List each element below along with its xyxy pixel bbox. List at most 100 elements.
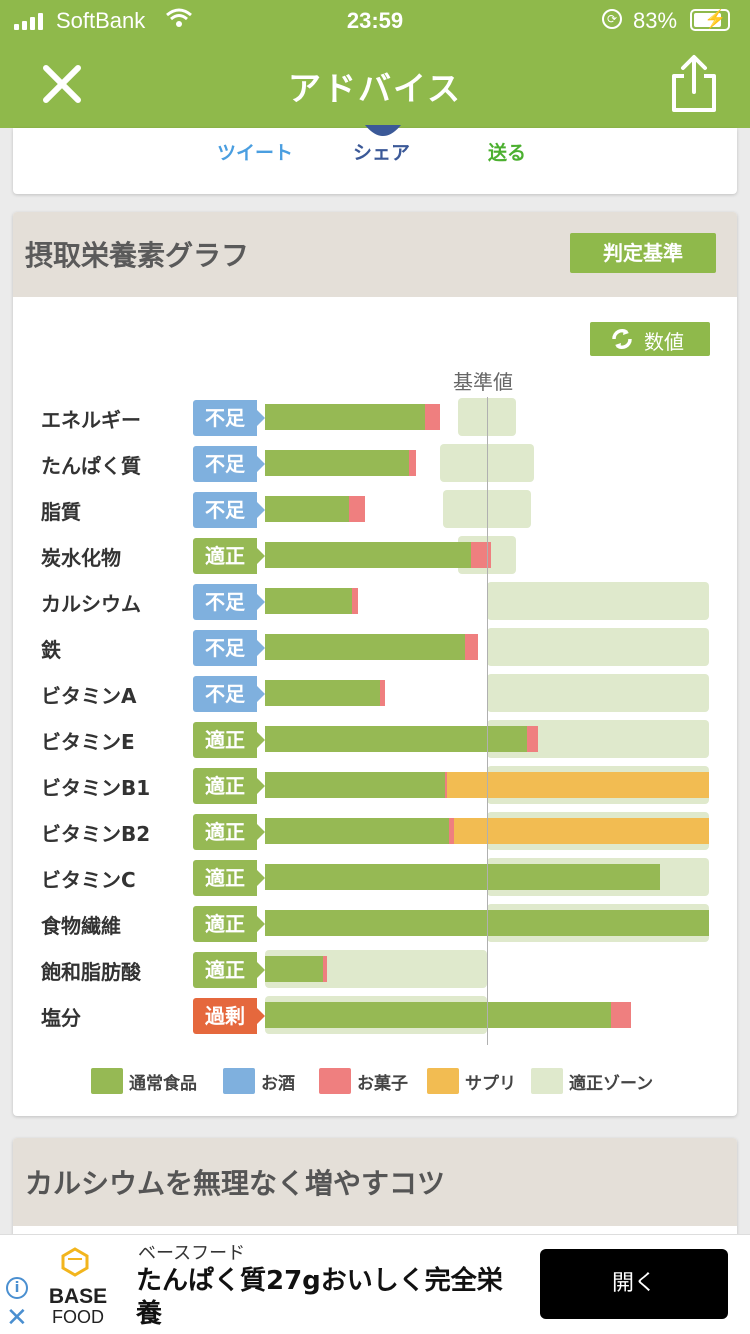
graph-row: 鉄 不足 bbox=[13, 628, 737, 668]
status-badge: 不足 bbox=[193, 630, 265, 666]
advertiser-name: ベースフード bbox=[138, 1243, 246, 1264]
graph-row: たんぱく質 不足 bbox=[13, 444, 737, 484]
legend-item: 通常食品 bbox=[91, 1068, 197, 1094]
bar-segment bbox=[265, 864, 661, 890]
status-badge: 適正 bbox=[193, 722, 265, 758]
bar-segment bbox=[265, 680, 381, 706]
bar-segment bbox=[265, 404, 425, 430]
bar-segment bbox=[380, 680, 385, 706]
bar-segment bbox=[265, 726, 527, 752]
graph-row: 食物繊維 適正 bbox=[13, 904, 737, 944]
bar-segment bbox=[265, 956, 323, 982]
battery-percent: 83% bbox=[633, 8, 678, 33]
status-badge: 適正 bbox=[193, 814, 265, 850]
ad-banner[interactable]: i ✕ BASE FOOD ベースフード たんぱく質27gおいしく完全栄養 開く bbox=[0, 1234, 750, 1334]
ad-close-icon[interactable]: ✕ bbox=[6, 1303, 28, 1333]
signal-icon bbox=[14, 12, 43, 30]
status-badge: 適正 bbox=[193, 952, 265, 988]
graph-row: ビタミンE 適正 bbox=[13, 720, 737, 760]
baseline-label: 基準値 bbox=[453, 370, 513, 394]
nutrient-name: ビタミンC bbox=[41, 868, 136, 892]
graph-row: 脂質 不足 bbox=[13, 490, 737, 530]
graph-row: 炭水化物 適正 bbox=[13, 536, 737, 576]
nutrient-name: ビタミンB1 bbox=[41, 776, 151, 800]
nutrient-name: ビタミンE bbox=[41, 730, 135, 754]
values-button-label: 数値 bbox=[644, 330, 684, 354]
legend-item: サプリ bbox=[427, 1068, 516, 1094]
bar-segment bbox=[424, 404, 441, 430]
legend-swatch bbox=[427, 1068, 459, 1094]
nutrient-name: ビタミンA bbox=[41, 684, 137, 708]
facebook-share-button[interactable]: シェア bbox=[353, 142, 411, 164]
bar-segment bbox=[265, 496, 350, 522]
status-bar: SoftBank 23:59 ⟳ 83% ⚡ bbox=[0, 0, 750, 42]
legend-swatch bbox=[531, 1068, 563, 1094]
bar-segment bbox=[265, 634, 465, 660]
legend-item: お菓子 bbox=[319, 1068, 408, 1094]
status-badge: 不足 bbox=[193, 492, 265, 528]
ad-open-button[interactable]: 開く bbox=[540, 1249, 728, 1319]
graph-row: 飽和脂肪酸 適正 bbox=[13, 950, 737, 990]
bar-segment bbox=[464, 634, 479, 660]
criteria-button[interactable]: 判定基準 bbox=[570, 233, 716, 273]
tips-card-header: カルシウムを無理なく増やすコツ bbox=[13, 1138, 737, 1226]
nav-bar: アドバイス bbox=[0, 42, 750, 128]
bar-segment bbox=[444, 772, 448, 798]
bar-segment bbox=[265, 542, 472, 568]
baseline-line bbox=[487, 397, 488, 1045]
nutrient-name: エネルギー bbox=[41, 408, 141, 432]
bar-segment bbox=[265, 1002, 612, 1028]
legend-swatch bbox=[223, 1068, 255, 1094]
share-icon[interactable] bbox=[668, 54, 720, 114]
status-badge: 適正 bbox=[193, 906, 265, 942]
status-badge: 適正 bbox=[193, 538, 265, 574]
graph-card-header: 摂取栄養素グラフ 判定基準 bbox=[13, 212, 737, 297]
status-badge: 不足 bbox=[193, 446, 265, 482]
nutrient-name: 炭水化物 bbox=[41, 546, 121, 570]
values-toggle-button[interactable]: 数値 bbox=[590, 322, 710, 356]
share-card: ツイート シェア 送る bbox=[13, 125, 737, 194]
nutrient-name: 飽和脂肪酸 bbox=[41, 960, 141, 984]
ad-info-icon[interactable]: i bbox=[6, 1277, 28, 1299]
graph-row: エネルギー 不足 bbox=[13, 398, 737, 438]
carrier-label: SoftBank bbox=[56, 8, 146, 33]
status-badge: 不足 bbox=[193, 400, 265, 436]
bar-segment bbox=[351, 588, 359, 614]
ad-headline: たんぱく質27gおいしく完全栄養 bbox=[136, 1266, 503, 1329]
bar-segment bbox=[449, 818, 454, 844]
clock: 23:59 bbox=[346, 8, 404, 33]
legend-swatch bbox=[319, 1068, 351, 1094]
facebook-icon bbox=[363, 122, 403, 136]
graph-legend: 通常食品 お酒 お菓子 サプリ 適正ゾーン bbox=[13, 1068, 737, 1096]
bar-segment bbox=[265, 818, 450, 844]
legend-item: 適正ゾーン bbox=[531, 1068, 653, 1094]
bar-segment bbox=[409, 450, 416, 476]
bar-segment bbox=[322, 956, 328, 982]
nutrient-name: たんぱく質 bbox=[41, 454, 141, 478]
status-badge: 適正 bbox=[193, 768, 265, 804]
nutrient-name: 脂質 bbox=[41, 500, 81, 524]
legend-label: お酒 bbox=[261, 1073, 295, 1094]
adequate-zone bbox=[487, 582, 709, 620]
bar-segment bbox=[265, 588, 352, 614]
status-badge: 適正 bbox=[193, 860, 265, 896]
adequate-zone bbox=[440, 444, 534, 482]
graph-row: ビタミンB2 適正 bbox=[13, 812, 737, 852]
status-badge: 不足 bbox=[193, 676, 265, 712]
tips-card: カルシウムを無理なく増やすコツ bbox=[13, 1138, 737, 1238]
nutrient-name: 食物繊維 bbox=[41, 914, 121, 938]
close-icon[interactable] bbox=[40, 62, 84, 106]
graph-row: ビタミンC 適正 bbox=[13, 858, 737, 898]
bar-segment bbox=[265, 772, 445, 798]
tweet-button[interactable]: ツイート bbox=[217, 142, 294, 164]
nutrient-name: ビタミンB2 bbox=[41, 822, 151, 846]
bar-segment bbox=[453, 818, 709, 844]
graph-row: 塩分 過剰 bbox=[13, 996, 737, 1036]
wifi-icon bbox=[166, 8, 192, 34]
line-send-button[interactable]: 送る bbox=[488, 142, 527, 164]
legend-label: 適正ゾーン bbox=[569, 1073, 654, 1094]
adequate-zone bbox=[487, 674, 709, 712]
tips-title: カルシウムを無理なく増やすコツ bbox=[25, 1167, 446, 1200]
legend-swatch bbox=[91, 1068, 123, 1094]
adequate-zone bbox=[487, 628, 709, 666]
